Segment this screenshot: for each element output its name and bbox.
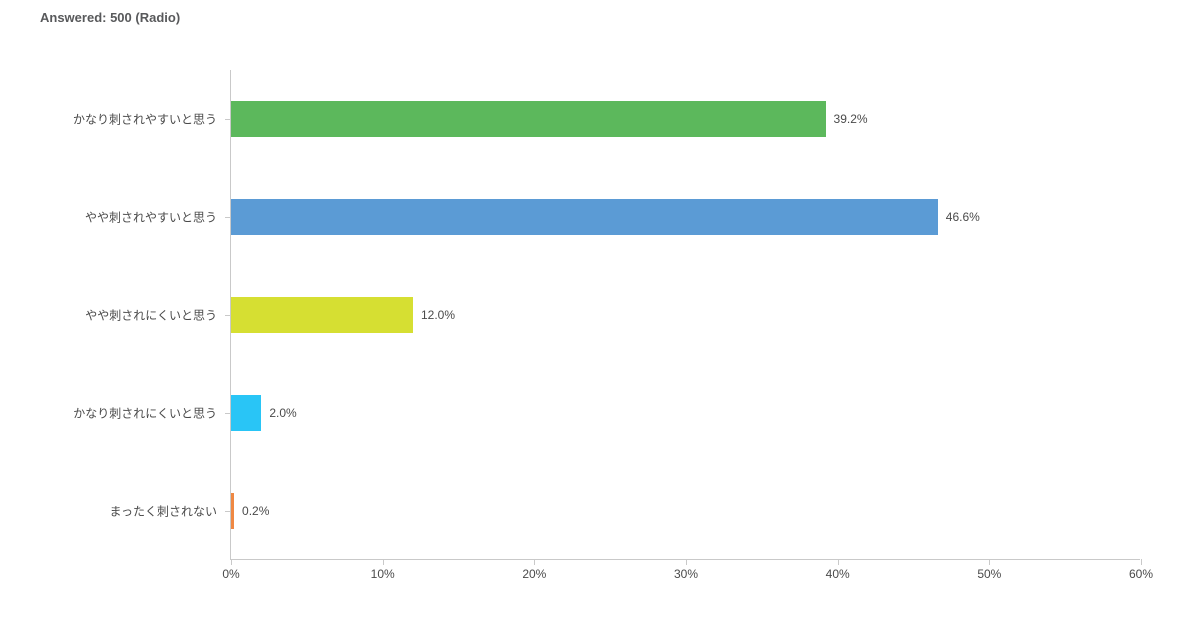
answered-count: Answered: 500 (Radio) [40,10,180,25]
bar-value-label: 2.0% [269,406,296,420]
category-label: かなり刺されやすいと思う [73,111,217,128]
x-tick [383,559,384,565]
x-tick-label: 0% [222,567,239,581]
bar: 0.2% [231,493,234,529]
bar-value-label: 39.2% [834,112,868,126]
bar: 12.0% [231,297,413,333]
x-tick [989,559,990,565]
x-tick-label: 20% [522,567,546,581]
x-tick-label: 50% [977,567,1001,581]
y-axis-labels: かなり刺されやすいと思うやや刺されやすいと思うやや刺されにくいと思うかなり刺され… [40,70,225,600]
plot-area: 0%10%20%30%40%50%60%39.2%46.6%12.0%2.0%0… [230,70,1140,560]
x-tick [534,559,535,565]
x-tick-label: 40% [826,567,850,581]
bar-value-label: 0.2% [242,504,269,518]
bar: 2.0% [231,395,261,431]
x-tick-label: 10% [371,567,395,581]
category-label: かなり刺されにくいと思う [73,405,217,422]
survey-bar-chart: かなり刺されやすいと思うやや刺されやすいと思うやや刺されにくいと思うかなり刺され… [40,70,1160,600]
bar: 46.6% [231,199,938,235]
x-tick [838,559,839,565]
bar-value-label: 12.0% [421,308,455,322]
bar: 39.2% [231,101,826,137]
category-label: やや刺されやすいと思う [85,209,217,226]
bar-value-label: 46.6% [946,210,980,224]
x-tick [686,559,687,565]
page: Answered: 500 (Radio) かなり刺されやすいと思うやや刺されや… [0,0,1191,636]
x-tick-label: 30% [674,567,698,581]
x-tick-label: 60% [1129,567,1153,581]
category-label: やや刺されにくいと思う [85,307,217,324]
x-tick [231,559,232,565]
category-label: まったく刺されない [109,503,217,520]
x-tick [1141,559,1142,565]
